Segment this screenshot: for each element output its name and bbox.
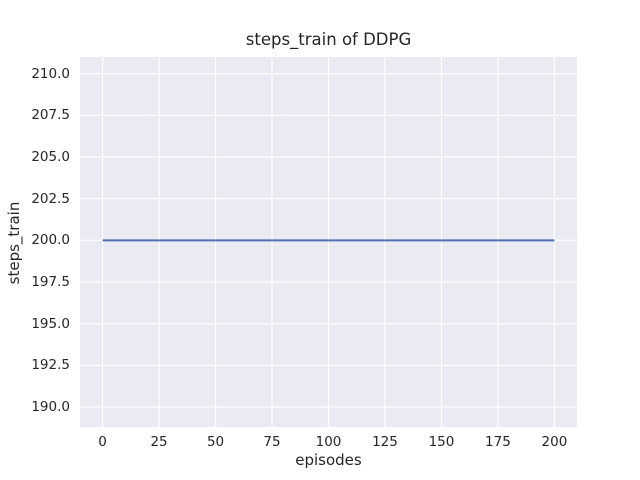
- x-tick-label: 25: [150, 434, 168, 450]
- y-tick-label: 202.5: [31, 190, 70, 207]
- chart-title: steps_train of DDPG: [245, 30, 412, 49]
- x-axis-label: episodes: [295, 451, 362, 469]
- x-tick-label: 100: [315, 434, 342, 450]
- y-tick-label: 210.0: [31, 65, 70, 82]
- x-tick-label: 200: [541, 434, 568, 450]
- y-tick-label: 205.0: [31, 149, 70, 165]
- y-tick-label: 207.5: [31, 107, 70, 124]
- x-tick-label: 150: [428, 434, 455, 450]
- x-tick-label: 125: [372, 434, 398, 450]
- y-tick-label: 195.0: [31, 315, 70, 332]
- y-tick-label: 192.5: [31, 357, 70, 374]
- x-tick-label: 50: [206, 434, 225, 450]
- x-tick-label: 175: [485, 434, 511, 450]
- y-tick-label: 197.5: [31, 274, 70, 290]
- y-tick-label: 190.0: [31, 399, 70, 415]
- y-tick-label: 200.0: [31, 232, 70, 249]
- x-tick-label: 75: [263, 434, 281, 450]
- x-tick-label: 0: [98, 434, 107, 450]
